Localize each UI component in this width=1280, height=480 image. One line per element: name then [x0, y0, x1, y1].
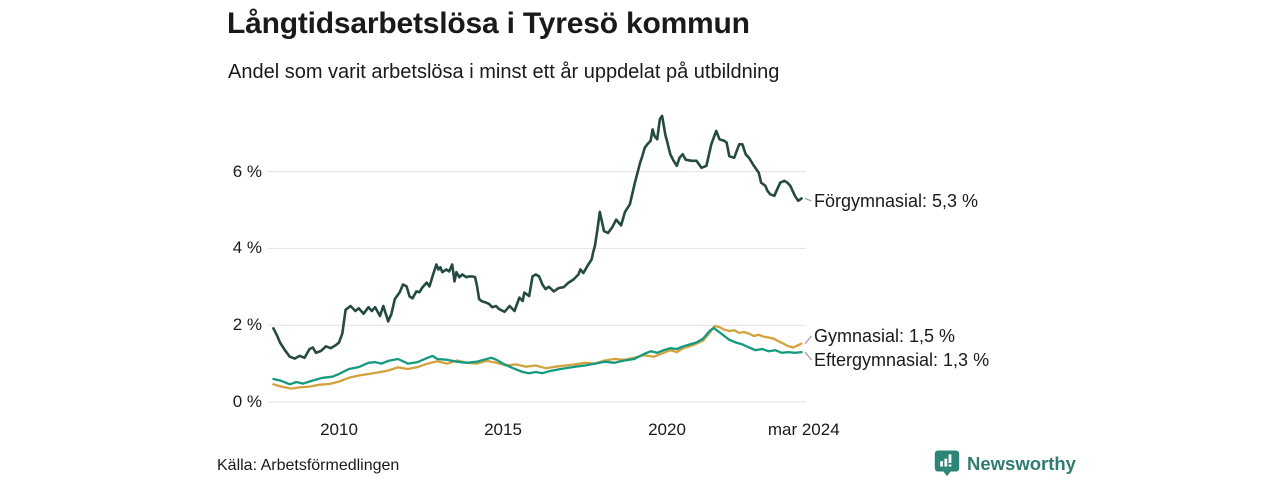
label-connector — [804, 351, 812, 361]
brand-name: Newsworthy — [967, 452, 1076, 474]
newsworthy-icon — [934, 450, 960, 477]
y-tick-label: 4 % — [232, 238, 262, 258]
x-tick-label: mar 2024 — [767, 420, 840, 439]
x-tick-label: 2010 — [320, 420, 358, 439]
x-tick-label: 2020 — [648, 420, 686, 439]
label-connector — [804, 197, 812, 202]
y-tick-label: 2 % — [232, 315, 262, 335]
chart-subtitle: Andel som varit arbetslösa i minst ett å… — [228, 61, 780, 83]
series-label-forgymnasial: Förgymnasial: 5,3 % — [814, 191, 979, 211]
series-label-gymnasial: Gymnasial: 1,5 % — [814, 326, 956, 346]
line-eftergymnasial — [272, 326, 803, 386]
brand-logo: Newsworthy — [934, 450, 1076, 477]
source-note: Källa: Arbetsförmedlingen — [217, 457, 400, 474]
y-tick-label: 6 % — [232, 161, 262, 181]
x-tick-label: 2015 — [484, 420, 522, 439]
line-forgymnasial — [272, 114, 803, 360]
page-title: Långtidsarbetslösa i Tyresö kommun — [227, 7, 750, 40]
series-label-eftergymnasial: Eftergymnasial: 1,3 % — [814, 350, 990, 370]
label-connector — [804, 335, 812, 345]
y-tick-label: 0 % — [232, 392, 262, 411]
